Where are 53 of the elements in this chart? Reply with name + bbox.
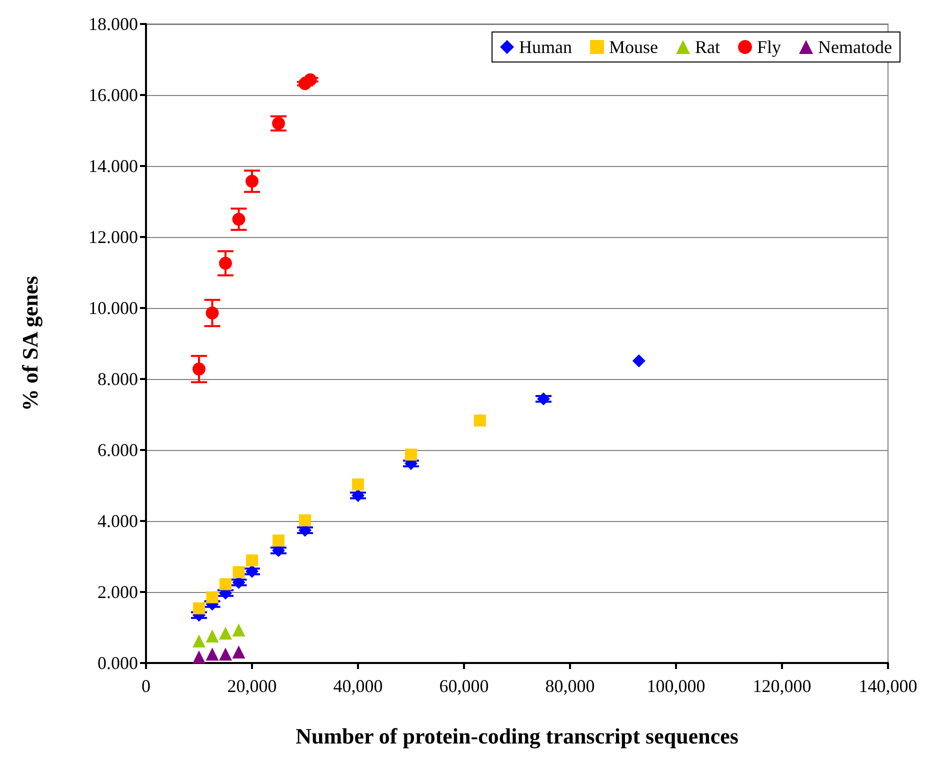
point bbox=[246, 564, 258, 578]
x-axis-title: Number of protein-coding transcript sequences bbox=[296, 724, 739, 748]
point bbox=[232, 623, 246, 636]
point bbox=[206, 630, 219, 643]
legend-label: Rat bbox=[695, 37, 720, 57]
point bbox=[632, 354, 646, 368]
x-tick-label: 80,000 bbox=[545, 676, 595, 696]
legend-label: Mouse bbox=[609, 37, 658, 57]
y-tick-label: 14.000 bbox=[88, 156, 138, 176]
point bbox=[232, 212, 246, 226]
x-tick-label: 120,000 bbox=[752, 676, 812, 696]
point bbox=[299, 514, 311, 526]
point bbox=[206, 306, 219, 320]
point bbox=[537, 392, 550, 406]
point bbox=[193, 602, 205, 614]
y-tick-label: 4.000 bbox=[98, 511, 138, 531]
point bbox=[232, 645, 246, 658]
point bbox=[246, 174, 258, 188]
legend-label: Fly bbox=[757, 37, 782, 57]
x-tick-label: 60,000 bbox=[439, 676, 489, 696]
y-tick-label: 6.000 bbox=[98, 440, 138, 460]
point bbox=[405, 448, 417, 461]
y-tick-label: 18.000 bbox=[88, 14, 138, 34]
point bbox=[474, 414, 486, 427]
x-tick-label: 40,000 bbox=[333, 676, 383, 696]
point bbox=[206, 591, 218, 604]
legend-label: Nematode bbox=[818, 37, 892, 57]
legend-label: Human bbox=[519, 37, 572, 57]
x-tick-label: 0 bbox=[142, 676, 150, 696]
point bbox=[219, 648, 232, 661]
x-tick-label: 20,000 bbox=[227, 676, 277, 696]
point bbox=[192, 634, 206, 648]
point bbox=[352, 478, 364, 490]
x-tick-label: 140,000 bbox=[858, 676, 918, 696]
point bbox=[220, 578, 232, 590]
y-tick-label: 10.000 bbox=[88, 298, 138, 318]
point bbox=[352, 488, 364, 502]
y-axis-title: % of SA genes bbox=[18, 276, 42, 412]
y-tick-label: 0.000 bbox=[98, 653, 138, 673]
point bbox=[219, 256, 232, 270]
x-tick-label: 100,000 bbox=[646, 676, 706, 696]
y-tick-label: 8.000 bbox=[98, 369, 138, 389]
point bbox=[246, 554, 258, 566]
point bbox=[219, 626, 232, 640]
y-tick-label: 12.000 bbox=[88, 227, 138, 247]
point bbox=[272, 534, 284, 547]
point bbox=[304, 73, 317, 86]
point bbox=[206, 648, 219, 661]
y-tick-label: 16.000 bbox=[88, 85, 138, 105]
y-tick-label: 2.000 bbox=[98, 582, 138, 602]
point bbox=[192, 362, 206, 376]
point bbox=[232, 566, 245, 578]
point bbox=[192, 650, 206, 664]
